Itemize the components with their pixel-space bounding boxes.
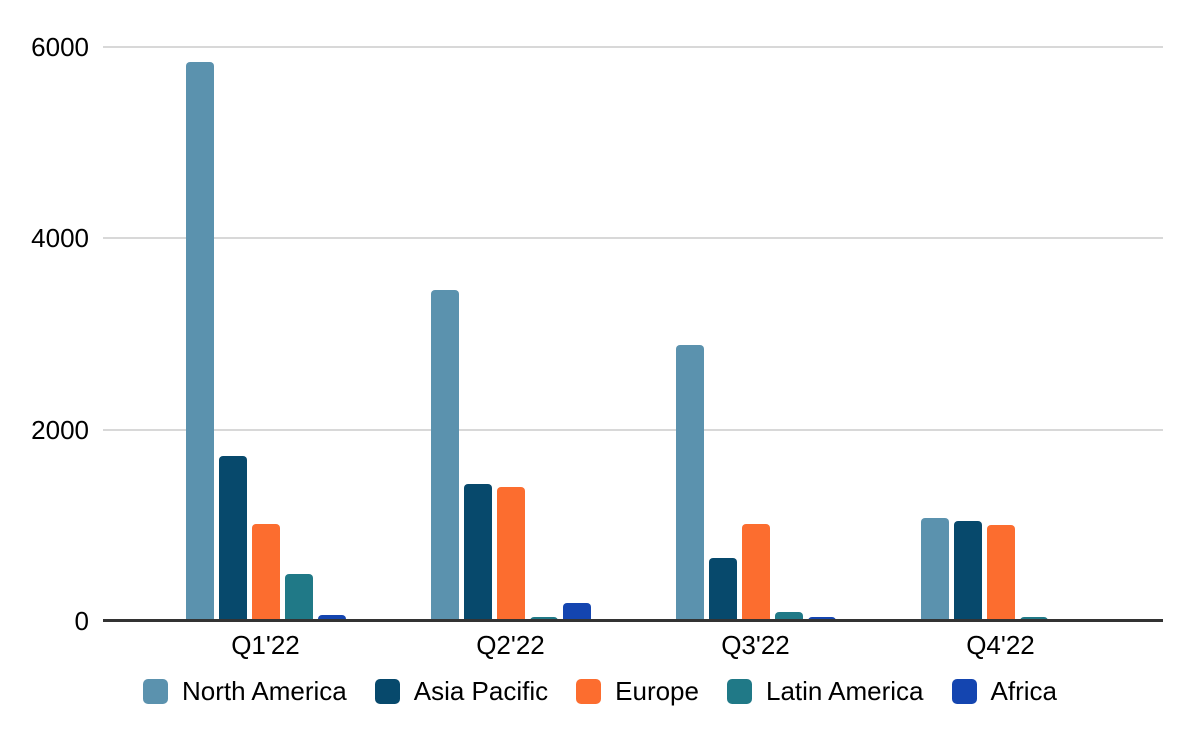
legend-item-north-america: North America	[143, 676, 347, 706]
x-label-q2-22: Q2'22	[476, 630, 545, 660]
legend-item-asia-pacific: Asia Pacific	[374, 676, 549, 706]
bar-group-q2-22	[388, 47, 633, 621]
bar-asia-pacific-q3-22	[708, 557, 737, 621]
legend-item-africa: Africa	[951, 676, 1057, 706]
bar-north-america-q4-22	[920, 518, 949, 621]
legend-swatch-europe	[576, 678, 602, 704]
legend-swatch-latin-america	[726, 678, 752, 704]
bar-latin-america-q3-22	[774, 612, 803, 621]
x-label-q4-22: Q4'22	[966, 630, 1035, 660]
x-label-q1-22: Q1'22	[231, 630, 300, 660]
y-tick-label-4000: 4000	[31, 223, 89, 254]
legend-label-europe: Europe	[615, 676, 699, 706]
legend-label-africa: Africa	[990, 676, 1057, 706]
legend-swatch-north-america	[143, 678, 169, 704]
bar-asia-pacific-q1-22	[218, 456, 247, 621]
gridline-4000	[103, 237, 1163, 240]
x-axis-labels: Q1'22 Q2'22 Q3'22 Q4'22	[103, 629, 1163, 661]
bar-north-america-q2-22	[430, 290, 459, 621]
bar-asia-pacific-q2-22	[463, 484, 492, 621]
gridline-2000	[103, 428, 1163, 431]
y-tick-label-0: 0	[74, 606, 89, 636]
bar-europe-q1-22	[251, 524, 280, 621]
bar-africa-q1-22	[317, 614, 346, 621]
bar-europe-q3-22	[741, 524, 770, 621]
legend-label-north-america: North America	[182, 676, 347, 706]
bar-group-q4-22	[878, 47, 1123, 621]
bar-north-america-q1-22	[185, 62, 214, 621]
legend-swatch-asia-pacific	[374, 678, 400, 704]
bar-europe-q2-22	[496, 487, 525, 621]
gridline-6000	[103, 46, 1163, 48]
legend-label-asia-pacific: Asia Pacific	[413, 676, 549, 706]
legend-item-europe: Europe	[576, 676, 699, 706]
bar-europe-q4-22	[986, 525, 1015, 621]
y-tick-label-2000: 2000	[31, 414, 89, 445]
bar-latin-america-q1-22	[284, 574, 313, 621]
plot-area	[103, 46, 1163, 622]
legend-label-latin-america: Latin America	[765, 676, 924, 706]
bar-group-q1-22	[143, 47, 388, 621]
legend-item-latin-america: Latin America	[726, 676, 924, 706]
x-axis-line	[103, 619, 1163, 622]
chart-legend: North America Asia Pacific Europe Latin Ame…	[0, 676, 1200, 706]
bar-north-america-q3-22	[675, 344, 704, 621]
bar-asia-pacific-q4-22	[953, 520, 982, 621]
y-axis-ticks: 0 2000 4000 6000	[0, 32, 89, 636]
bar-groups	[103, 47, 1163, 621]
y-tick-label-6000: 6000	[31, 32, 89, 62]
legend-swatch-africa	[951, 678, 977, 704]
x-label-q3-22: Q3'22	[721, 630, 790, 660]
bar-africa-q2-22	[562, 603, 591, 621]
bar-group-q3-22	[633, 47, 878, 621]
